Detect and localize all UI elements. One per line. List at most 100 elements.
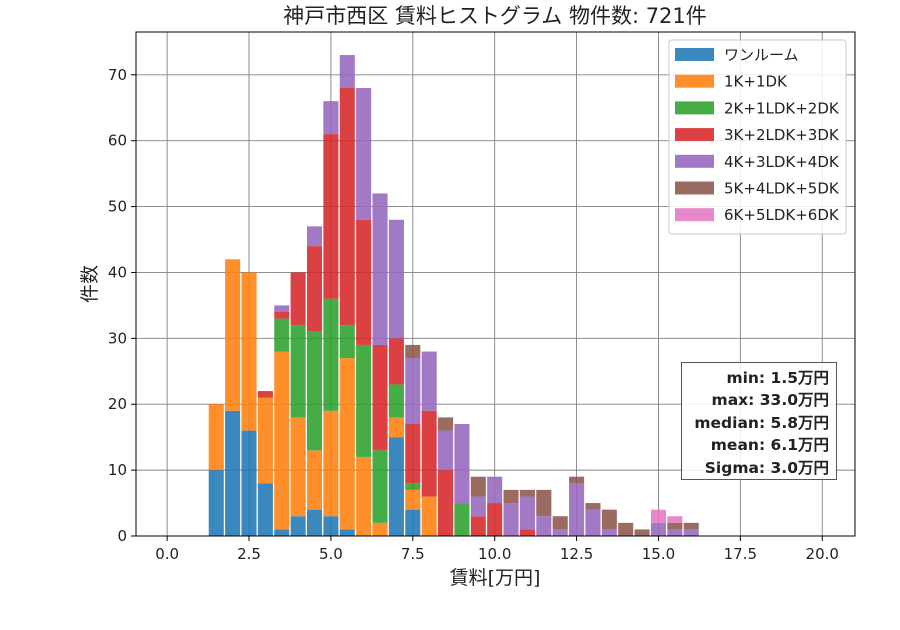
y-axis-label: 件数	[79, 265, 101, 303]
bar-segment	[421, 496, 437, 536]
x-tick-label: 0.0	[155, 545, 179, 563]
bar-segment	[601, 529, 617, 536]
stat-max: max: 33.0万円	[711, 391, 829, 410]
bar-segment	[306, 450, 323, 510]
bar-segment	[470, 496, 486, 517]
bar-segment	[667, 529, 683, 536]
bar-segment	[519, 489, 535, 497]
bar-segment	[421, 351, 437, 411]
y-tick-label: 60	[108, 132, 127, 150]
bar-segment	[667, 522, 683, 530]
bar-segment	[454, 424, 470, 504]
bar-segment	[438, 417, 454, 431]
bar-segment	[339, 55, 355, 88]
y-tick-label: 20	[108, 395, 127, 413]
x-axis-ticks: 0.0 2.5 5.0 7.5 10.0 12.5 15.0 17.5 20.0	[155, 536, 839, 563]
bar-segment	[323, 516, 339, 536]
bar-segment	[323, 410, 339, 517]
bar-segment	[536, 516, 552, 536]
bar-segment	[634, 529, 650, 536]
bar-segment	[290, 325, 306, 418]
bar-segment	[552, 529, 568, 536]
x-axis-label: 賃料[万円]	[450, 567, 541, 589]
stat-min: min: 1.5万円	[726, 369, 829, 387]
y-tick-label: 40	[108, 263, 127, 281]
bar-segment	[470, 476, 486, 497]
bar-segment	[257, 391, 273, 398]
y-tick-label: 50	[108, 198, 127, 216]
y-tick-label: 70	[108, 66, 127, 84]
bar-segment	[290, 516, 306, 536]
stat-mean: mean: 6.1万円	[710, 436, 829, 455]
bar-segment	[306, 509, 323, 536]
legend-swatch	[675, 128, 714, 142]
y-tick-label: 10	[108, 461, 127, 479]
legend-label: 3K+2LDK+3DK	[724, 126, 840, 144]
legend-swatch	[675, 154, 714, 168]
x-tick-label: 7.5	[401, 545, 425, 563]
bar-segment	[356, 456, 372, 536]
bar-segment	[323, 298, 339, 411]
bar-segment	[339, 358, 355, 530]
bar-segment	[405, 509, 421, 536]
bar-segment	[421, 410, 437, 497]
bar-segment	[274, 351, 290, 530]
bar-segment	[356, 219, 372, 345]
bar-segment	[356, 344, 372, 457]
legend-label: 4K+3LDK+4DK	[724, 153, 840, 171]
legend-label: 2K+1LDK+2DK	[724, 99, 840, 117]
plot-frame	[135, 31, 856, 537]
bar-segment	[372, 193, 388, 345]
x-tick-label: 2.5	[237, 545, 261, 563]
bar-segment	[323, 101, 339, 135]
bar-segment	[683, 529, 699, 536]
bar-segment	[470, 516, 486, 536]
legend-label: ワンルーム	[724, 46, 799, 64]
bar-segment	[306, 226, 323, 247]
bar-segment	[323, 134, 339, 299]
legend: ワンルーム 1K+1DK 2K+1LDK+2DK 3K+2LDK+3DK 4K+3LDK…	[668, 39, 847, 235]
bar-segment	[388, 384, 404, 418]
bar-segment	[487, 476, 503, 504]
bar-segment	[274, 305, 290, 312]
legend-swatch	[675, 101, 714, 115]
x-tick-label: 17.5	[724, 545, 757, 563]
bar-segment	[405, 489, 421, 510]
bar-segment	[569, 483, 585, 536]
bar-segment	[257, 397, 273, 484]
bar-segment	[388, 417, 404, 438]
bar-segment	[503, 489, 519, 504]
bar-segment	[257, 483, 273, 536]
bar-segment	[536, 489, 552, 517]
bar-segment	[454, 503, 470, 536]
bar-segment	[225, 259, 241, 411]
bar-segment	[208, 470, 224, 536]
bar-segment	[290, 417, 306, 517]
bar-segment	[667, 516, 683, 523]
bar-segment	[650, 522, 666, 536]
bar-segment	[618, 522, 634, 536]
bar-segment	[356, 88, 372, 220]
bar-segment	[274, 312, 290, 319]
legend-label: 5K+4LDK+5DK	[724, 180, 840, 198]
bar-segment	[241, 430, 257, 536]
bar-segment	[405, 424, 421, 484]
bar-segment	[274, 529, 290, 536]
bar-segment	[683, 522, 699, 530]
x-tick-label: 20.0	[806, 545, 839, 563]
bar-segment	[405, 483, 421, 490]
bar-segment	[601, 509, 617, 530]
legend-swatch	[675, 48, 714, 61]
bar-segment	[438, 470, 454, 536]
x-tick-label: 10.0	[478, 545, 511, 563]
legend-swatch	[675, 181, 714, 195]
bar-segment	[585, 509, 601, 536]
bar-segment	[339, 325, 355, 359]
bars-layer	[208, 55, 699, 536]
bar-segment	[208, 404, 224, 471]
stat-sigma: Sigma: 3.0万円	[704, 458, 829, 477]
bar-segment	[372, 344, 388, 451]
bar-segment	[388, 219, 404, 339]
x-tick-label: 12.5	[560, 545, 593, 563]
